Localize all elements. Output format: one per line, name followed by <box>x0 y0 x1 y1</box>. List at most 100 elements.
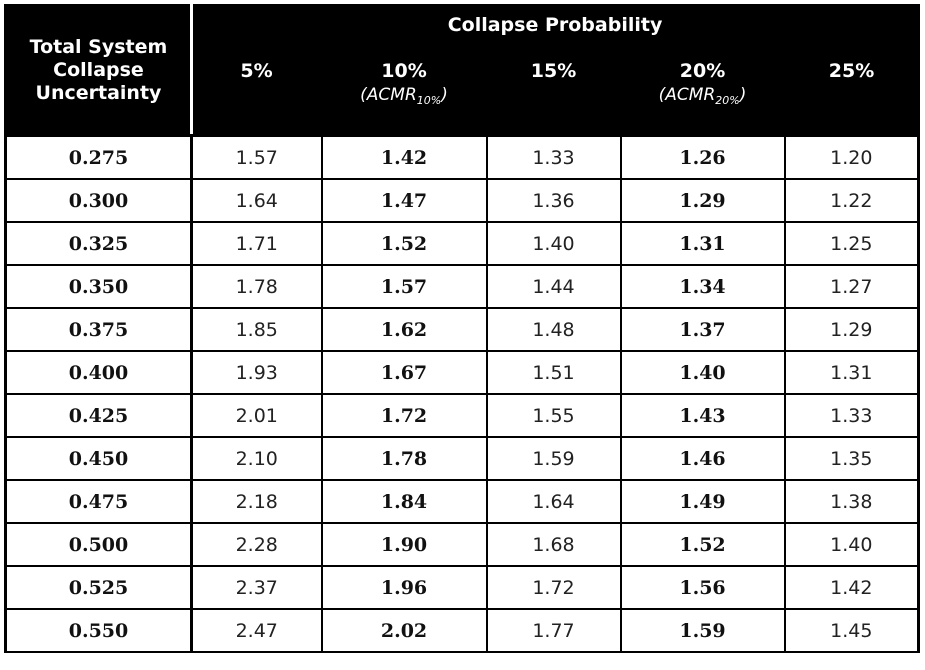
row-uncertainty-cell: 0.400 <box>4 350 193 395</box>
column-header-note-text: ACMR <box>366 85 417 105</box>
acmr-value-cell: 1.52 <box>619 522 786 567</box>
row-uncertainty-cell: 0.450 <box>4 436 193 481</box>
table-row: 0.275 1.57 1.42 1.33 1.26 1.20 <box>4 134 921 180</box>
column-header-label: 20% <box>679 60 726 82</box>
acmr-value-cell: 1.68 <box>485 522 622 567</box>
table-row: 0.375 1.85 1.62 1.48 1.37 1.29 <box>4 307 921 352</box>
acmr-value-cell: 1.49 <box>619 479 786 524</box>
acmr-value-cell: 1.40 <box>783 522 921 567</box>
acmr-value-cell: 1.43 <box>619 393 786 438</box>
acmr-value-cell: 1.55 <box>485 393 622 438</box>
table-row: 0.350 1.78 1.57 1.44 1.34 1.27 <box>4 264 921 309</box>
acmr-value-cell: 1.26 <box>619 134 786 180</box>
row-uncertainty-cell: 0.525 <box>4 565 193 610</box>
acmr-value-cell: 2.28 <box>190 522 323 567</box>
acmr-value-cell: 1.42 <box>783 565 921 610</box>
acmr-value-cell: 1.77 <box>485 608 622 653</box>
acmr-value-cell: 1.62 <box>320 307 488 352</box>
acmr-value-cell: 1.93 <box>190 350 323 395</box>
table-row: 0.450 2.10 1.78 1.59 1.46 1.35 <box>4 436 921 481</box>
acmr-value-cell: 1.72 <box>320 393 488 438</box>
acmr-value-cell: 1.48 <box>485 307 622 352</box>
column-header-note-text: ACMR <box>665 85 716 105</box>
column-header-note: (ACMR10%) <box>360 85 448 107</box>
table-row: 0.475 2.18 1.84 1.64 1.49 1.38 <box>4 479 921 524</box>
acmr-value-cell: 1.29 <box>619 178 786 223</box>
column-header: 5% <box>190 43 323 137</box>
acmr-value-cell: 1.36 <box>485 178 622 223</box>
column-header-note-subscript: 10% <box>416 94 442 107</box>
column-header-label: 5% <box>240 60 273 82</box>
column-header-note-subscript: 20% <box>715 94 740 107</box>
acmr-value-cell: 1.31 <box>783 350 921 395</box>
row-uncertainty-cell: 0.350 <box>4 264 193 309</box>
acmr-value-cell: 1.47 <box>320 178 488 223</box>
column-header-label: 10% <box>381 60 427 82</box>
row-uncertainty-cell: 0.550 <box>4 608 193 653</box>
column-header-label: 15% <box>530 60 577 82</box>
row-uncertainty-cell: 0.500 <box>4 522 193 567</box>
row-uncertainty-cell: 0.375 <box>4 307 193 352</box>
row-uncertainty-cell: 0.300 <box>4 178 193 223</box>
table-row: 0.525 2.37 1.96 1.72 1.56 1.42 <box>4 565 921 610</box>
acmr-value-cell: 1.84 <box>320 479 488 524</box>
acmr-value-cell: 1.44 <box>485 264 622 309</box>
acmr-value-cell: 1.34 <box>619 264 786 309</box>
acmr-value-cell: 2.47 <box>190 608 323 653</box>
table-row: 0.400 1.93 1.67 1.51 1.40 1.31 <box>4 350 921 395</box>
acmr-value-cell: 1.57 <box>320 264 488 309</box>
acmr-value-cell: 2.02 <box>320 608 488 653</box>
acmr-value-cell: 2.37 <box>190 565 323 610</box>
table-body: 0.275 1.57 1.42 1.33 1.26 1.20 0.300 1.64 1.47 1.… <box>4 134 921 653</box>
acmr-value-cell: 1.33 <box>485 134 622 180</box>
acmr-value-cell: 1.59 <box>485 436 622 481</box>
acmr-value-cell: 1.35 <box>783 436 921 481</box>
table-row: 0.550 2.47 2.02 1.77 1.59 1.45 <box>4 608 921 653</box>
acmr-value-cell: 1.20 <box>783 134 921 180</box>
acmr-table: Total System Collapse Uncertainty Collap… <box>4 4 921 653</box>
acmr-value-cell: 1.71 <box>190 221 323 266</box>
acmr-value-cell: 1.45 <box>783 608 921 653</box>
corner-header: Total System Collapse Uncertainty <box>4 4 193 137</box>
acmr-value-cell: 1.52 <box>320 221 488 266</box>
column-header: 20% (ACMR20%) <box>619 43 786 137</box>
acmr-value-cell: 2.18 <box>190 479 323 524</box>
acmr-value-cell: 1.40 <box>619 350 786 395</box>
acmr-value-cell: 1.29 <box>783 307 921 352</box>
row-uncertainty-cell: 0.425 <box>4 393 193 438</box>
table-row: 0.325 1.71 1.52 1.40 1.31 1.25 <box>4 221 921 266</box>
row-uncertainty-cell: 0.325 <box>4 221 193 266</box>
acmr-value-cell: 1.59 <box>619 608 786 653</box>
acmr-value-cell: 1.33 <box>783 393 921 438</box>
acmr-value-cell: 1.27 <box>783 264 921 309</box>
acmr-value-cell: 1.85 <box>190 307 323 352</box>
row-uncertainty-cell: 0.275 <box>4 134 193 180</box>
acmr-value-cell: 1.57 <box>190 134 323 180</box>
acmr-value-cell: 1.25 <box>783 221 921 266</box>
acmr-value-cell: 1.56 <box>619 565 786 610</box>
acmr-value-cell: 1.31 <box>619 221 786 266</box>
acmr-value-cell: 2.01 <box>190 393 323 438</box>
column-header: 10% (ACMR10%) <box>320 43 488 137</box>
column-header-row: 5% 10% (ACMR10%) 15% 20% (ACMR20%) 25% <box>6 43 921 137</box>
table-row: 0.300 1.64 1.47 1.36 1.29 1.22 <box>4 178 921 223</box>
acmr-value-cell: 1.64 <box>190 178 323 223</box>
column-header: 25% <box>783 43 921 137</box>
group-header: Collapse Probability <box>189 4 921 46</box>
acmr-value-cell: 1.78 <box>320 436 488 481</box>
acmr-value-cell: 1.67 <box>320 350 488 395</box>
acmr-value-cell: 1.46 <box>619 436 786 481</box>
row-uncertainty-cell: 0.475 <box>4 479 193 524</box>
acmr-value-cell: 1.40 <box>485 221 622 266</box>
column-header-label: 25% <box>828 60 875 82</box>
acmr-value-cell: 1.64 <box>485 479 622 524</box>
acmr-value-cell: 1.96 <box>320 565 488 610</box>
acmr-value-cell: 2.10 <box>190 436 323 481</box>
acmr-value-cell: 1.51 <box>485 350 622 395</box>
table-row: 0.500 2.28 1.90 1.68 1.52 1.40 <box>4 522 921 567</box>
acmr-value-cell: 1.42 <box>320 134 488 180</box>
acmr-value-cell: 1.90 <box>320 522 488 567</box>
column-header: 15% <box>485 43 622 137</box>
acmr-value-cell: 1.78 <box>190 264 323 309</box>
table-header: Total System Collapse Uncertainty Collap… <box>4 4 921 137</box>
